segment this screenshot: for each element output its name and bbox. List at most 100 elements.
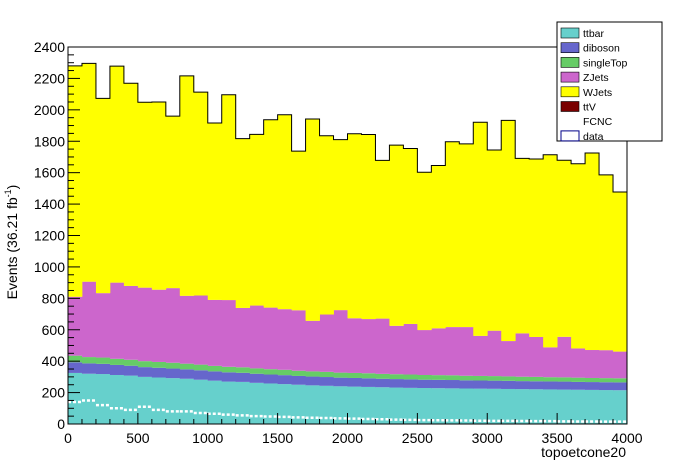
legend-swatch-ttV (560, 101, 580, 112)
bar-singleTop (221, 366, 237, 373)
bar-ttbar (277, 384, 292, 424)
bar-ttbar (291, 384, 306, 424)
y-tick-label: 1400 (34, 196, 65, 212)
legend-label-FCNC: FCNC (583, 116, 613, 128)
bar-diboson (319, 377, 334, 386)
x-tick-label: 3500 (542, 430, 573, 446)
bar-ttbar (81, 373, 97, 424)
bar-ZJets (81, 281, 97, 358)
x-tick-label: 2500 (402, 430, 433, 446)
bar-diboson (109, 364, 125, 375)
bar-WJets (543, 154, 558, 348)
bar-ZJets (165, 288, 181, 363)
bar-singleTop (277, 369, 292, 376)
bar-diboson (235, 372, 251, 382)
bar-diboson (361, 378, 376, 387)
bar-ZJets (95, 293, 111, 358)
y-tick-label: 600 (42, 322, 66, 338)
bar-ttbar (529, 389, 544, 424)
bar-ttbar (571, 389, 586, 424)
bar-ttbar (249, 382, 265, 424)
bar-ttbar (501, 388, 516, 424)
bar-singleTop (501, 376, 516, 381)
legend-label-ttbar: ttbar (583, 28, 605, 40)
bar-WJets (137, 102, 153, 288)
bar-diboson (151, 367, 167, 378)
legend-label-ZJets: ZJets (583, 72, 609, 84)
bar-ZJets (207, 299, 223, 366)
x-axis: 0 500 1000 1500 2000 2500 3000 3500 4000 (64, 413, 643, 446)
bar-singleTop (585, 377, 600, 383)
bar-diboson (207, 371, 223, 381)
bar-singleTop (263, 369, 279, 375)
bar-ZJets (529, 336, 544, 377)
bar-diboson (68, 362, 83, 373)
y-tick-label: 1600 (34, 165, 65, 181)
bar-ttbar (137, 376, 153, 424)
bar-diboson (165, 368, 181, 379)
x-axis-label: topoetcone20 (541, 444, 626, 460)
bar-ttbar (459, 388, 474, 424)
bar-ttbar (179, 378, 195, 424)
bar-WJets (235, 138, 251, 308)
bar-singleTop (179, 363, 195, 370)
bar-ttbar (165, 378, 181, 424)
bar-ZJets (585, 350, 600, 378)
bar-WJets (417, 172, 432, 331)
bar-WJets (599, 174, 614, 351)
bar-diboson (417, 379, 432, 389)
bar-ZJets (403, 323, 418, 375)
bar-ttbar (599, 390, 614, 424)
bar-WJets (68, 65, 83, 297)
y-tick-label: 2400 (34, 39, 65, 55)
bar-diboson (179, 369, 195, 379)
bar-WJets (193, 92, 209, 296)
bar-ZJets (487, 330, 502, 377)
bar-ttbar (109, 374, 125, 424)
x-tick-label: 1500 (262, 430, 293, 446)
y-tick-label: 1200 (34, 228, 65, 244)
bar-WJets (389, 145, 404, 326)
bar-singleTop (68, 355, 83, 363)
bar-WJets (95, 98, 111, 294)
bar-ttbar (95, 374, 111, 424)
bar-ttbar (123, 375, 139, 424)
y-axis-label-sup: -1 (3, 189, 13, 197)
bar-ZJets (291, 310, 306, 371)
bar-ttbar (515, 389, 530, 424)
bar-singleTop (403, 374, 418, 380)
bar-ttbar (445, 388, 460, 424)
bar-diboson (277, 375, 292, 385)
bar-diboson (459, 380, 474, 389)
y-tick-label: 2000 (34, 102, 65, 118)
bar-WJets (333, 139, 348, 311)
y-axis-label-main: Events (36.21 fb (4, 197, 20, 299)
legend-swatch-WJets (560, 86, 580, 98)
y-tick-label: 1000 (34, 259, 65, 275)
bar-WJets (305, 118, 320, 321)
bar-WJets (403, 148, 418, 324)
y-tick-label: 800 (42, 290, 66, 306)
bar-WJets (123, 83, 139, 286)
bar-ZJets (151, 289, 167, 362)
bar-diboson (557, 381, 572, 390)
data-points (68, 399, 627, 423)
bar-ZJets (557, 336, 572, 378)
bar-WJets (347, 133, 362, 319)
bar-singleTop (361, 373, 376, 379)
bar-singleTop (389, 374, 404, 380)
bar-ttbar (473, 388, 488, 424)
bar-singleTop (459, 375, 474, 381)
bar-WJets (109, 66, 125, 283)
bar-WJets (249, 134, 265, 306)
bar-ttbar (557, 389, 572, 424)
bar-ZJets (347, 318, 362, 373)
bar-singleTop (109, 358, 125, 365)
bar-WJets (487, 150, 502, 331)
bar-singleTop (375, 373, 390, 379)
bar-ttbar (389, 387, 404, 424)
bar-ttbar (221, 381, 237, 424)
bar-singleTop (445, 375, 460, 381)
bar-diboson (445, 380, 460, 389)
bar-singleTop (347, 372, 362, 378)
